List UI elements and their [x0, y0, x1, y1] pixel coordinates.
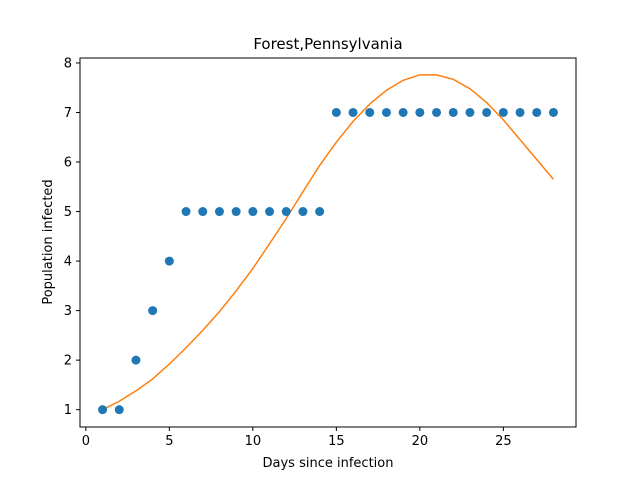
data-point — [532, 107, 542, 117]
data-point — [482, 107, 492, 117]
data-point — [432, 107, 442, 117]
y-tick-label: 3 — [64, 304, 72, 319]
data-point — [548, 107, 558, 117]
y-tick-label: 1 — [64, 403, 72, 418]
data-point — [381, 107, 391, 117]
y-tick-label: 4 — [64, 255, 72, 270]
data-point — [298, 207, 308, 217]
data-point — [365, 107, 375, 117]
x-tick-label: 0 — [82, 434, 90, 449]
x-tick-label: 5 — [165, 434, 173, 449]
data-point — [348, 107, 358, 117]
plot-area — [98, 74, 558, 415]
data-point — [465, 107, 475, 117]
data-point — [515, 107, 525, 117]
data-point — [114, 405, 124, 415]
data-point — [98, 405, 108, 415]
y-tick-label: 6 — [64, 156, 72, 171]
data-point — [248, 207, 258, 217]
y-axis-label: Population infected — [41, 179, 56, 304]
plot-frame — [79, 57, 577, 428]
data-point — [164, 256, 174, 266]
x-tick-label: 25 — [495, 434, 512, 449]
y-tick-label: 8 — [64, 56, 72, 71]
data-point — [181, 207, 191, 217]
x-tick-label: 10 — [245, 434, 262, 449]
data-point — [448, 107, 458, 117]
data-point — [415, 107, 425, 117]
data-point — [231, 207, 241, 217]
data-point — [498, 107, 508, 117]
data-point — [398, 107, 408, 117]
y-tick-label: 7 — [64, 106, 72, 121]
y-tick-label: 2 — [64, 354, 72, 369]
data-point — [131, 355, 141, 365]
data-point — [331, 107, 341, 117]
y-tick-label: 5 — [64, 205, 72, 220]
data-point — [148, 306, 158, 316]
chart-title: Forest,Pennsylvania — [253, 35, 402, 53]
axis-ticks: 0 5 10 15 20 25 1 2 3 4 5 6 7 8 — [64, 56, 512, 449]
x-axis-label: Days since infection — [263, 456, 394, 471]
fit-line — [102, 74, 555, 411]
data-point — [198, 207, 208, 217]
data-point — [281, 207, 291, 217]
data-point — [214, 207, 224, 217]
x-tick-label: 20 — [412, 434, 429, 449]
data-point — [315, 207, 325, 217]
data-point — [265, 207, 275, 217]
x-tick-label: 15 — [328, 434, 345, 449]
